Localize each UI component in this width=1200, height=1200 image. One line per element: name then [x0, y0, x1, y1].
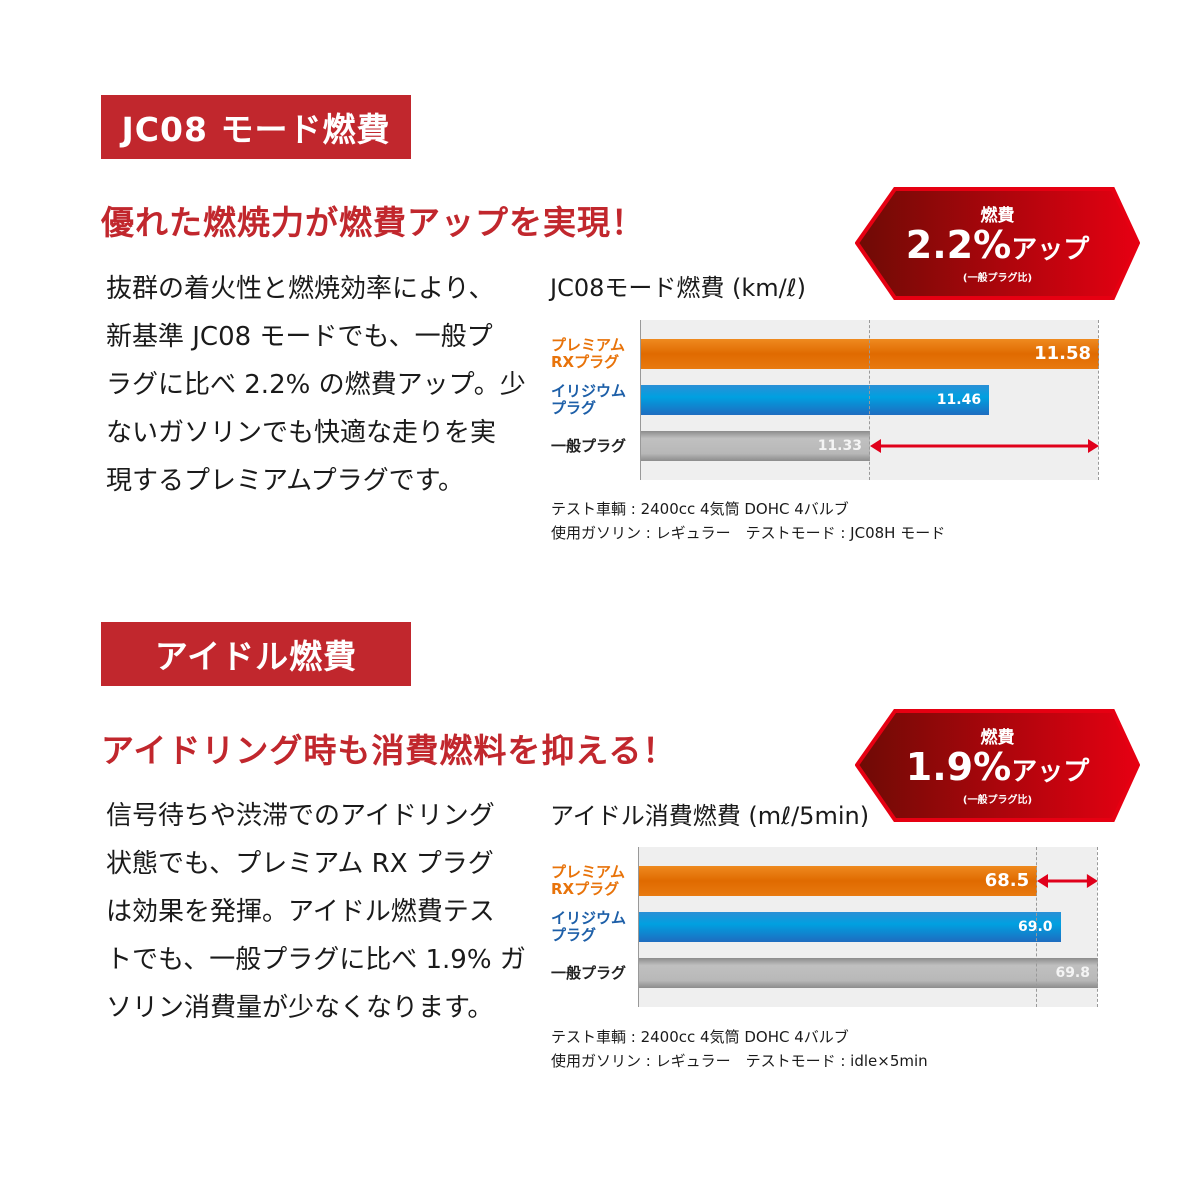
note-line: 使用ガソリン : レギュラー テストモード : JC08H モード: [551, 524, 946, 542]
bar-value-label: 11.46: [936, 392, 982, 408]
badge-note: (一般プラグ比): [962, 795, 1033, 806]
badge-suffix: アップ: [1011, 757, 1090, 787]
badge-suffix: アップ: [1011, 235, 1090, 265]
category-label: 一般プラグ: [551, 963, 627, 982]
section-tag-idle: アイドル燃費: [101, 622, 411, 686]
body-text: 抜群の着火性と燃焼効率により、 新基準 JC08 モードでも、一般プ ラグに比べ…: [106, 265, 526, 505]
body-line: 抜群の着火性と燃焼効率により、: [106, 274, 495, 304]
reference-line: [1097, 847, 1098, 1007]
category-label: イリジウム プラグ: [551, 909, 627, 944]
body-text: 信号待ちや渋滞でのアイドリング 状態でも、プレミアム RX プラグ は効果を発揮…: [106, 792, 526, 1032]
chart-title: JC08モード燃費 (km/ℓ): [550, 274, 807, 302]
body-line: トでも、一般プラグに比べ 1.9% ガ: [106, 945, 526, 975]
bar-value-label: 69.0: [1017, 919, 1053, 935]
hexagon-badge-shape: [855, 187, 1140, 300]
body-line: は効果を発揮。アイドル燃費テス: [106, 897, 495, 927]
badge-note: (一般プラグ比): [962, 273, 1033, 284]
bar: 11.33: [641, 431, 870, 461]
badge-value: 1.9%アップ: [855, 745, 1140, 789]
bar-value-label: 69.8: [1055, 965, 1090, 981]
bar-value-label: 11.33: [817, 438, 862, 454]
bar-value-label: 68.5: [984, 870, 1030, 891]
note-line: 使用ガソリン : レギュラー テストモード : idle×5min: [551, 1052, 928, 1070]
badge-percent: 1.9%: [905, 745, 1012, 789]
category-label: イリジウム プラグ: [551, 382, 627, 417]
section-tag-jc08: JC08 モード燃費: [101, 95, 411, 159]
bar-value-label: 11.58: [1034, 343, 1091, 364]
body-line: 現するプレミアムプラグです。: [106, 466, 465, 496]
plot-area: 11.58 11.46 11.33: [640, 320, 1099, 480]
body-line: ソリン消費量が少なくなります。: [106, 993, 494, 1023]
body-line: ラグに比べ 2.2% の燃費アップ。少: [106, 370, 526, 400]
hexagon-badge-shape: [855, 709, 1140, 822]
category-label: プレミアム RXプラグ: [551, 863, 625, 898]
headline: 優れた燃焼力が燃費アップを実現！: [101, 203, 645, 242]
category-label: 一般プラグ: [551, 436, 627, 455]
badge-value: 2.2%アップ: [855, 223, 1140, 267]
badge-label: 燃費: [980, 728, 1015, 748]
body-line: 信号待ちや渋滞でのアイドリング: [106, 801, 495, 831]
bar: 11.58: [641, 339, 1099, 369]
difference-arrow: [870, 439, 1099, 453]
test-notes: テスト車輌 : 2400cc 4気筒 DOHC 4バルブ 使用ガソリン : レギ…: [551, 497, 945, 545]
reference-line: [1036, 847, 1038, 1007]
category-label: プレミアム RXプラグ: [551, 336, 625, 371]
reference-line: [869, 320, 870, 480]
headline: アイドリング時も消費燃料を抑える！: [101, 731, 677, 770]
body-line: 状態でも、プレミアム RX プラグ: [106, 849, 494, 879]
note-line: テスト車輌 : 2400cc 4気筒 DOHC 4バルブ: [551, 1028, 849, 1046]
plot-area: 68.5 69.0 69.8: [638, 847, 1098, 1007]
note-line: テスト車輌 : 2400cc 4気筒 DOHC 4バルブ: [551, 500, 849, 518]
badge-percent: 2.2%: [905, 223, 1012, 267]
body-line: 新基準 JC08 モードでも、一般プ: [106, 322, 493, 352]
bar: 11.46: [641, 385, 990, 415]
badge-label: 燃費: [980, 206, 1015, 226]
reference-line: [1098, 320, 1099, 480]
bar: 69.8: [639, 958, 1098, 988]
difference-arrow: [1037, 874, 1098, 888]
bar: 68.5: [639, 866, 1038, 896]
chart-title: アイドル消費燃費 (mℓ/5min): [550, 802, 870, 830]
bar: 69.0: [639, 912, 1061, 942]
improvement-badge: 燃費 2.2%アップ (一般プラグ比): [855, 187, 1140, 300]
improvement-badge: 燃費 1.9%アップ (一般プラグ比): [855, 709, 1140, 822]
body-line: ないガソリンでも快適な走りを実: [106, 418, 497, 448]
test-notes: テスト車輌 : 2400cc 4気筒 DOHC 4バルブ 使用ガソリン : レギ…: [551, 1025, 928, 1073]
